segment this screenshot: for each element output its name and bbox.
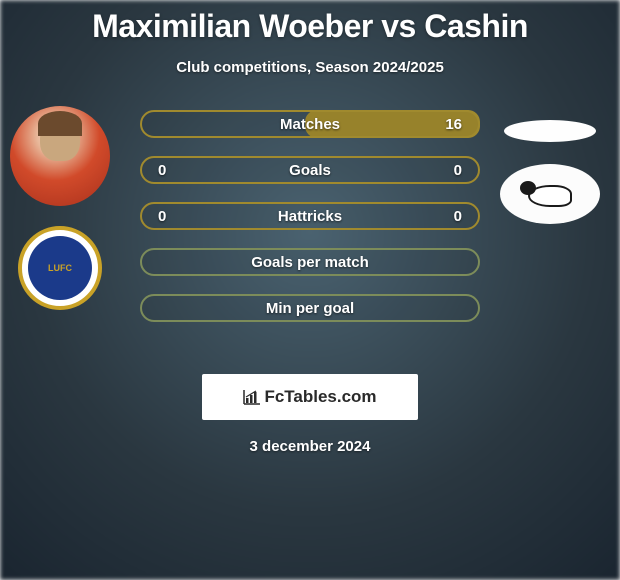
brand-box: FcTables.com [202,374,418,420]
player-photo-right-placeholder [504,120,596,142]
player-photo-left [10,106,110,206]
stats-list: Matches16 0Goals0 0Hattricks0 Goals per mat… [140,110,480,340]
brand-text: FcTables.com [264,387,376,407]
stat-label: Goals [142,162,478,179]
stat-label: Goals per match [142,254,478,271]
club-logo-leeds [18,226,102,310]
ram-icon [520,175,580,213]
stat-label: Matches [142,116,478,133]
stat-row: Goals per match [140,248,480,276]
right-player-column [500,106,610,224]
stat-label: Min per goal [142,300,478,317]
left-player-column [10,106,120,310]
chart-icon [243,389,261,405]
club-logo-derby [500,164,600,224]
comparison-area: Matches16 0Goals0 0Hattricks0 Goals per mat… [0,106,620,366]
stat-row: 0Hattricks0 [140,202,480,230]
stat-row: Min per goal [140,294,480,322]
subtitle: Club competitions, Season 2024/2025 [0,59,620,76]
stat-row: Matches16 [140,110,480,138]
stat-label: Hattricks [142,208,478,225]
stat-row: 0Goals0 [140,156,480,184]
page-title: Maximilian Woeber vs Cashin [0,0,620,45]
date-text: 3 december 2024 [0,438,620,455]
